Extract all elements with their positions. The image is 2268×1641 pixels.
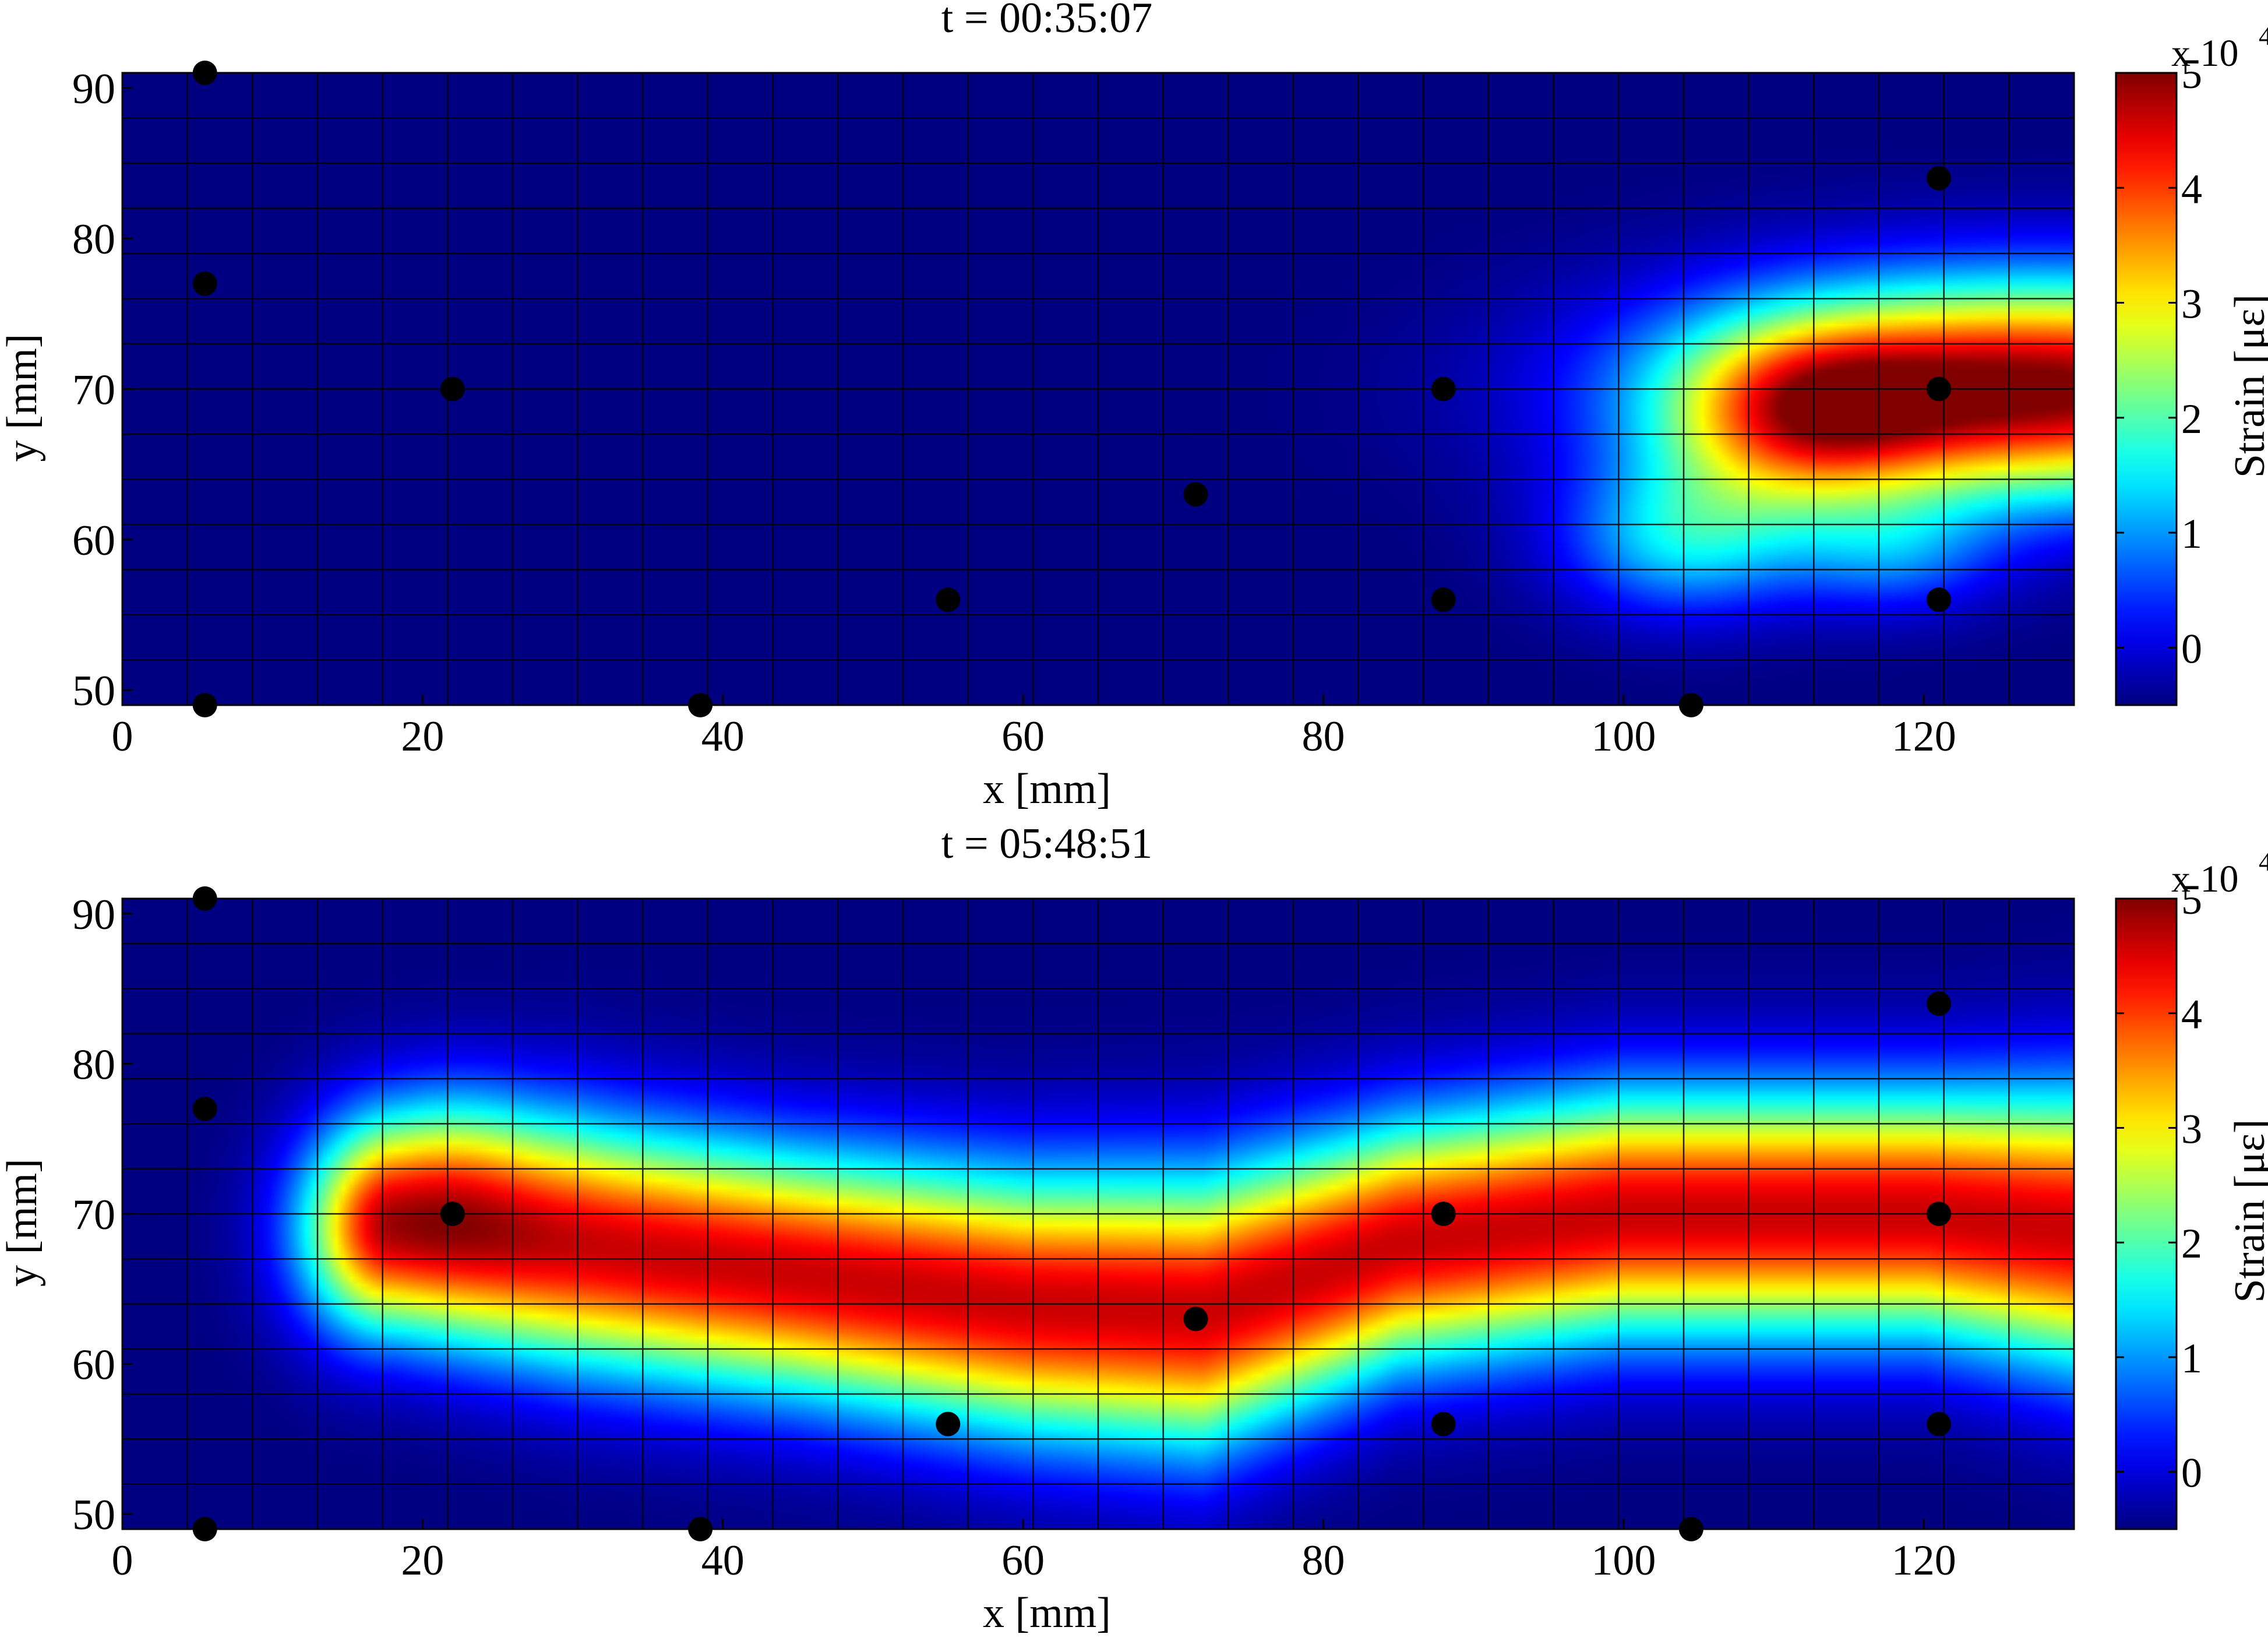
colorbar-tick-label: 5 xyxy=(2181,876,2202,923)
colorbar-multiplier-exponent: 4 xyxy=(2259,847,2268,876)
x-tick-label: 100 xyxy=(1591,1537,1656,1584)
colorbar-tick-label: 2 xyxy=(2181,1220,2202,1267)
y-tick-label: 90 xyxy=(72,65,115,113)
y-tick-label: 60 xyxy=(72,517,115,565)
x-tick-label: 0 xyxy=(112,1537,133,1584)
y-tick-label: 80 xyxy=(72,216,115,263)
y-tick-label: 50 xyxy=(72,1491,115,1539)
colorbar-label: Strain [με] xyxy=(2226,294,2268,478)
sensor-point xyxy=(688,1517,713,1541)
colorbar-gradient xyxy=(2115,72,2178,706)
sensor-point xyxy=(1927,165,1952,191)
y-axis-label: y [mm] xyxy=(0,1158,46,1287)
x-tick-label: 40 xyxy=(701,1537,745,1584)
chart-title: t = 00:35:07 xyxy=(941,0,1152,42)
sensor-point xyxy=(1431,1411,1456,1436)
colorbar-tick-label: 4 xyxy=(2181,165,2202,212)
chart-title: t = 05:48:51 xyxy=(941,820,1152,868)
x-tick-label: 60 xyxy=(1001,1537,1045,1584)
colorbar-tick-label: 2 xyxy=(2181,396,2202,442)
colorbar-multiplier: x 10 xyxy=(2171,858,2239,900)
x-tick-label: 20 xyxy=(401,713,444,760)
sensor-point xyxy=(1183,1307,1208,1332)
x-tick-label: 120 xyxy=(1892,713,1956,760)
colorbar: 0 1 2 3 4 5x 10 4 Strain [με] xyxy=(2115,847,2268,1530)
sensor-point xyxy=(192,1096,217,1121)
colorbar-tick-label: 5 xyxy=(2181,51,2202,97)
colorbar-tick-label: 3 xyxy=(2181,1105,2202,1152)
y-tick-label: 50 xyxy=(72,667,115,715)
sensor-point xyxy=(1927,587,1952,612)
sensor-point xyxy=(1678,693,1703,717)
colorbar-tick-label: 4 xyxy=(2181,991,2202,1038)
colorbar-label: Strain [με] xyxy=(2226,1119,2268,1302)
x-tick-label: 80 xyxy=(1302,713,1345,760)
colorbar-tick-label: 3 xyxy=(2181,281,2202,328)
sensor-point xyxy=(192,271,217,296)
sensor-point xyxy=(1927,991,1952,1016)
mesh-grid xyxy=(122,73,2074,705)
y-tick-label: 80 xyxy=(72,1041,115,1089)
colorbar-multiplier-exponent: 4 xyxy=(2259,21,2268,51)
sensor-point xyxy=(1431,587,1456,612)
sensor-point xyxy=(936,1411,961,1436)
sensor-point xyxy=(192,1517,217,1541)
x-tick-label: 60 xyxy=(1001,713,1045,760)
sensor-point xyxy=(440,376,465,402)
y-tick-label: 60 xyxy=(72,1341,115,1389)
x-tick-label: 0 xyxy=(112,713,133,760)
mesh-grid xyxy=(122,899,2074,1529)
sensor-point xyxy=(1927,1202,1952,1226)
x-tick-label: 120 xyxy=(1892,1537,1956,1584)
sensor-point xyxy=(936,587,961,612)
sensor-point xyxy=(1927,1411,1952,1436)
x-tick-label: 40 xyxy=(701,713,745,760)
sensor-point xyxy=(1678,1517,1703,1541)
sensor-point xyxy=(440,1202,465,1226)
sensor-point xyxy=(1927,376,1952,402)
sensor-point xyxy=(688,693,713,717)
sensor-point xyxy=(1183,482,1208,507)
x-tick-label: 20 xyxy=(401,1537,444,1584)
colorbar-tick-label: 1 xyxy=(2181,1335,2202,1382)
colorbar-tick-label: 0 xyxy=(2181,1450,2202,1496)
x-tick-label: 100 xyxy=(1591,713,1656,760)
y-axis-label: y [mm] xyxy=(0,334,46,462)
x-tick-label: 80 xyxy=(1302,1537,1345,1584)
y-tick-label: 70 xyxy=(72,367,115,414)
sensor-point xyxy=(1431,1202,1456,1226)
sensor-point xyxy=(1431,376,1456,402)
sensor-point xyxy=(192,886,217,911)
x-axis-label: x [mm] xyxy=(983,765,1111,813)
sensor-point xyxy=(192,61,217,85)
colorbar-tick-label: 1 xyxy=(2181,510,2202,557)
y-tick-label: 90 xyxy=(72,891,115,939)
x-axis-label: x [mm] xyxy=(983,1589,1111,1637)
colorbar-multiplier: x 10 xyxy=(2171,32,2239,75)
colorbar-gradient xyxy=(2115,897,2178,1530)
colorbar-tick-label: 0 xyxy=(2181,625,2202,672)
sensor-point xyxy=(192,693,217,717)
colorbar: 0 1 2 3 4 5x 10 4 Strain [με] xyxy=(2115,21,2268,706)
y-tick-label: 70 xyxy=(72,1191,115,1239)
